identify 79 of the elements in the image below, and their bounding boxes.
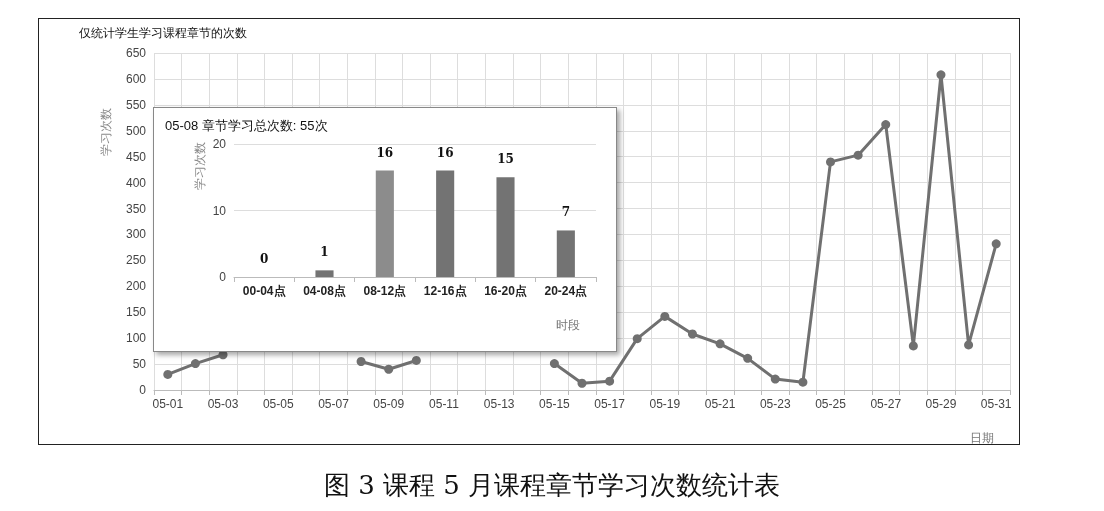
bar xyxy=(436,170,455,277)
x-tick-label: 05-05 xyxy=(262,397,294,411)
y-tick-label: 0 xyxy=(139,383,147,397)
y-axis-title: 学习次数 xyxy=(99,108,113,156)
x-tick-label: 05-15 xyxy=(539,397,571,411)
x-tick-label: 20-24点 xyxy=(544,284,588,298)
x-tick-label: 05-21 xyxy=(704,397,736,411)
point xyxy=(826,157,836,167)
y-tick-label: 400 xyxy=(125,175,147,190)
x-tick-label: 05-09 xyxy=(373,397,405,411)
point xyxy=(605,376,615,386)
point xyxy=(991,239,1001,249)
point xyxy=(798,377,808,387)
data-label: 15 xyxy=(497,152,514,167)
x-tick-label: 05-07 xyxy=(318,397,350,411)
y-tick-label: 0 xyxy=(219,270,227,284)
y-tick-label: 450 xyxy=(125,149,147,164)
x-axis-title: 日期 xyxy=(970,431,994,445)
y-tick-label: 200 xyxy=(125,279,147,294)
y-tick-label: 50 xyxy=(132,357,147,372)
data-label: 16 xyxy=(376,145,394,160)
x-tick-label: 05-19 xyxy=(649,397,681,411)
data-label: 0 xyxy=(259,252,269,266)
chart-title: 仅统计学生学习课程章节的次数 xyxy=(79,26,247,40)
y-tick-label: 600 xyxy=(125,71,147,86)
point xyxy=(881,120,891,130)
bar xyxy=(496,177,515,277)
point xyxy=(632,334,642,344)
caption: 图 3 课程 5 月课程章节学习次数统计表 xyxy=(322,469,782,502)
bar xyxy=(315,270,334,277)
point xyxy=(715,339,725,349)
x-tick-label: 05-01 xyxy=(152,397,184,411)
y-tick-label: 350 xyxy=(125,201,147,216)
point xyxy=(743,353,753,363)
point xyxy=(577,378,587,388)
y-tick-label: 500 xyxy=(125,123,147,138)
x-tick-label: 08-12点 xyxy=(363,284,407,298)
x-tick-label: 05-29 xyxy=(925,397,957,411)
x-tick-label: 04-08点 xyxy=(303,284,346,298)
point xyxy=(356,356,366,366)
x-tick-label: 00-04点 xyxy=(242,284,286,298)
x-tick-label: 05-11 xyxy=(429,397,460,411)
x-tick-label: 05-25 xyxy=(815,397,847,411)
x-tick-label: 05-13 xyxy=(483,397,515,411)
y-tick-label: 250 xyxy=(125,253,147,268)
y-tick-label: 20 xyxy=(212,137,227,151)
x-tick-label: 05-23 xyxy=(759,397,791,411)
bar xyxy=(556,230,575,277)
y-tick-label: 100 xyxy=(125,331,147,346)
chart-title: 05-08 章节学习总次数: 55次 xyxy=(165,118,328,133)
y-axis-title: 学习次数 xyxy=(193,142,207,190)
point xyxy=(853,150,863,160)
data-label: 7 xyxy=(561,205,571,220)
x-tick-label: 05-03 xyxy=(207,397,239,411)
y-tick-label: 150 xyxy=(125,305,147,320)
point xyxy=(964,340,974,350)
point xyxy=(908,341,918,351)
point xyxy=(660,311,670,321)
point xyxy=(411,355,421,365)
point xyxy=(190,359,200,369)
x-tick-label: 12-16点 xyxy=(423,284,467,298)
data-label: 16 xyxy=(436,145,454,160)
point xyxy=(163,369,173,379)
point xyxy=(549,359,559,369)
x-tick-label: 05-31 xyxy=(980,397,1012,411)
point xyxy=(384,364,394,374)
point xyxy=(770,374,780,384)
bar xyxy=(375,170,394,277)
y-tick-label: 10 xyxy=(212,203,227,218)
y-tick-label: 550 xyxy=(125,97,147,112)
x-tick-label: 05-17 xyxy=(594,397,626,411)
x-tick-label: 16-20点 xyxy=(484,284,527,298)
point xyxy=(687,329,697,339)
x-axis-title: 时段 xyxy=(556,318,580,332)
x-tick-label: 05-27 xyxy=(870,397,902,411)
y-tick-label: 650 xyxy=(125,46,147,60)
data-label: 1 xyxy=(320,245,329,260)
y-tick-label: 300 xyxy=(125,227,147,242)
point xyxy=(936,70,946,80)
